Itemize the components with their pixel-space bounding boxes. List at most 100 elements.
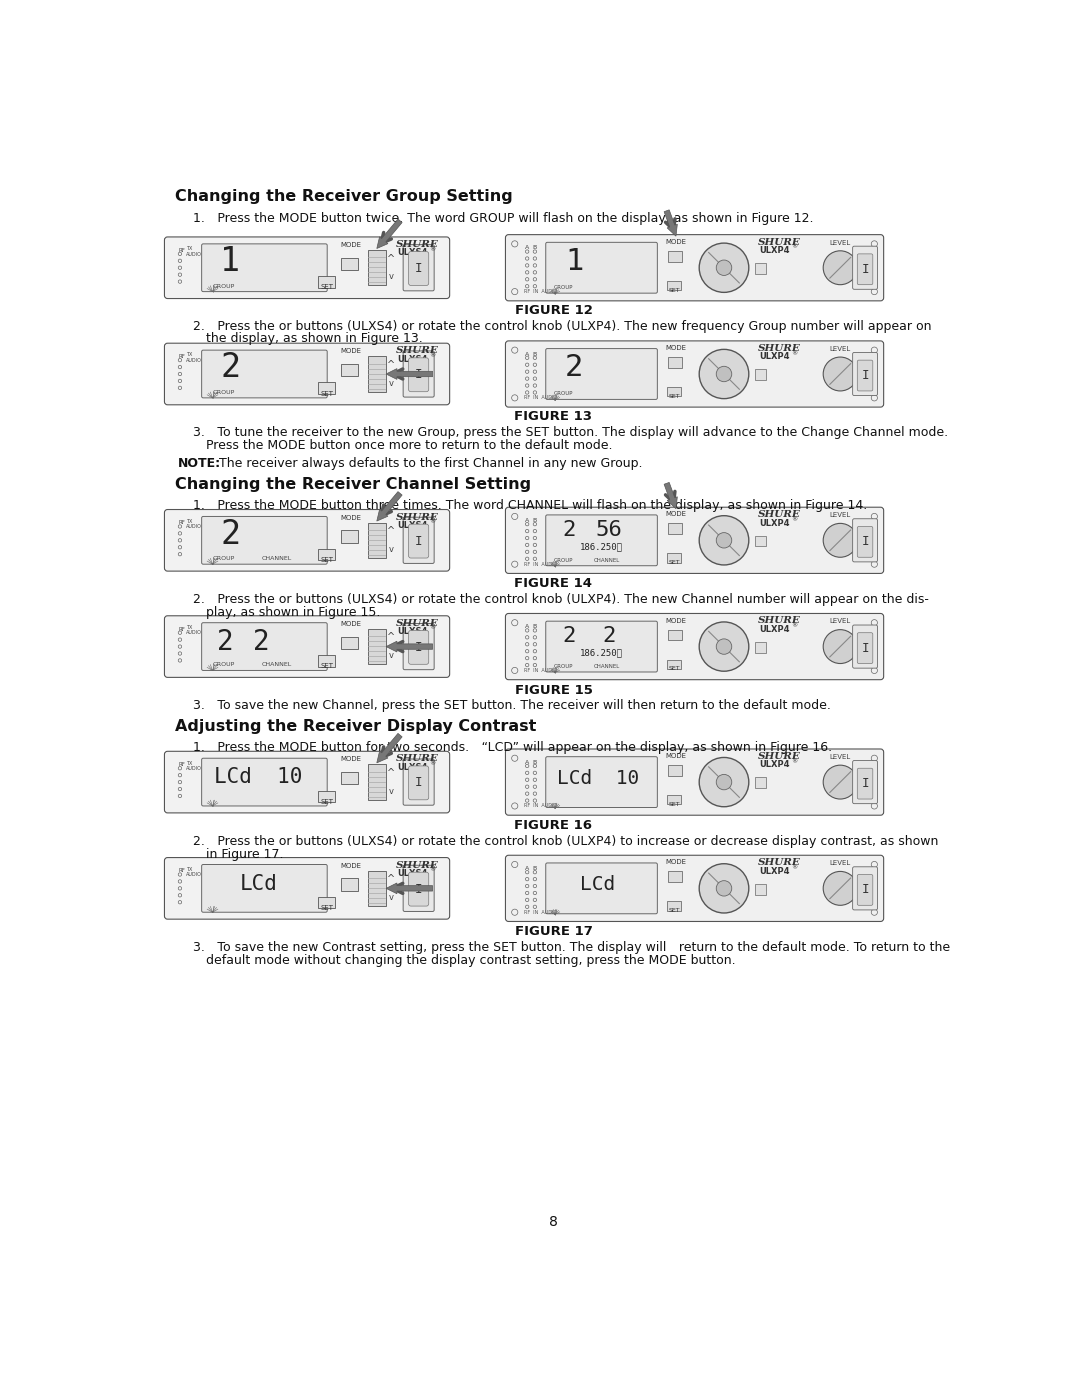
FancyBboxPatch shape [858,768,873,799]
Text: AUDIO: AUDIO [186,251,202,257]
Text: ®: ® [791,759,797,764]
Polygon shape [664,482,677,509]
Text: FIGURE 17: FIGURE 17 [514,925,593,939]
Text: 1. Press the MODE button twice. The word GROUP will flash on the display, as sho: 1. Press the MODE button twice. The word… [193,211,813,225]
Text: ULXP4: ULXP4 [759,246,791,256]
Text: ULXS4: ULXS4 [397,355,428,363]
Text: 3. To tune the receiver to the new Group, press the SET button. The display will: 3. To tune the receiver to the new Group… [193,426,948,440]
Text: 1: 1 [565,247,583,277]
Circle shape [699,622,748,671]
Text: ®: ® [791,517,797,522]
Text: ®: ® [429,626,435,631]
FancyBboxPatch shape [545,242,658,293]
Text: RF  IN  AUDIO: RF IN AUDIO [524,289,557,293]
Text: SET: SET [321,905,334,911]
Text: I: I [415,369,422,381]
Text: ULXS4: ULXS4 [397,627,428,636]
FancyBboxPatch shape [505,749,883,816]
Text: LEVEL: LEVEL [829,619,851,624]
Text: AUDIO: AUDIO [186,766,202,771]
Text: SET: SET [669,666,680,672]
Text: GROUP: GROUP [554,285,573,291]
Bar [341,531,359,542]
FancyBboxPatch shape [403,244,434,291]
Text: GROUP: GROUP [554,664,573,669]
Circle shape [716,774,732,789]
Text: RF  IN  AUDIO: RF IN AUDIO [524,395,557,400]
FancyBboxPatch shape [852,624,877,668]
Text: SET: SET [321,799,334,805]
Text: SET: SET [669,802,680,807]
Bar [666,901,680,911]
Text: AUDIO: AUDIO [186,358,202,363]
Text: in Figure 17.: in Figure 17. [205,848,283,861]
Text: I: I [415,777,422,789]
Text: SHURE: SHURE [396,513,438,521]
FancyBboxPatch shape [858,360,873,391]
Circle shape [699,863,748,914]
Circle shape [699,349,748,398]
Text: MODE: MODE [665,617,687,623]
Text: SHURE: SHURE [758,616,801,626]
Circle shape [716,532,732,548]
Text: v: v [389,545,394,555]
FancyBboxPatch shape [164,752,449,813]
Text: I: I [415,641,422,654]
Text: ^: ^ [388,527,395,536]
Bar [669,251,683,261]
Text: ULXP4: ULXP4 [759,760,791,770]
FancyBboxPatch shape [408,872,429,907]
Text: GROUP: GROUP [213,662,234,668]
Text: 2: 2 [253,629,270,657]
Text: Adjusting the Receiver Display Contrast: Adjusting the Receiver Display Contrast [175,719,537,733]
Text: B: B [532,246,537,250]
FancyBboxPatch shape [403,865,434,911]
Text: CHANNEL: CHANNEL [594,664,620,669]
Circle shape [823,524,858,557]
Text: ULXS4: ULXS4 [397,869,428,879]
Text: SET: SET [669,560,680,566]
Text: RF: RF [178,520,186,525]
FancyBboxPatch shape [403,517,434,563]
FancyBboxPatch shape [164,237,449,299]
FancyBboxPatch shape [852,246,877,289]
Polygon shape [387,369,433,380]
Text: RF  IN  AUDIO: RF IN AUDIO [524,562,557,567]
Text: ULXP4: ULXP4 [759,866,791,876]
Bar [669,766,683,775]
Text: B: B [532,624,537,629]
Text: TX: TX [186,246,192,251]
Text: SHURE: SHURE [758,858,801,868]
Circle shape [823,872,858,905]
Text: A: A [525,518,529,522]
Polygon shape [387,641,433,652]
Text: SET: SET [321,557,334,563]
FancyBboxPatch shape [852,352,877,395]
Text: ^: ^ [388,360,395,370]
FancyBboxPatch shape [505,235,883,300]
Text: ®: ® [429,520,435,524]
Text: ®: ® [791,623,797,629]
Text: I: I [862,641,868,655]
Text: SET: SET [669,908,680,914]
Polygon shape [377,733,402,763]
Text: 3. To save the new Channel, press the SET button. The receiver will then return : 3. To save the new Channel, press the SE… [193,698,831,712]
FancyBboxPatch shape [858,875,873,905]
Bar [755,535,766,546]
Text: FIGURE 12: FIGURE 12 [514,305,593,317]
Text: B: B [532,760,537,764]
Text: I: I [415,883,422,895]
Text: GROUP: GROUP [213,390,234,395]
Bar [669,630,683,640]
Text: SHURE: SHURE [396,754,438,763]
Text: TX: TX [186,624,192,630]
Circle shape [699,757,748,806]
Text: I: I [862,369,868,381]
Text: SET: SET [321,664,334,669]
Text: B: B [532,866,537,872]
FancyBboxPatch shape [164,616,449,678]
Text: ®: ® [429,247,435,251]
Text: ULXS4: ULXS4 [397,763,428,771]
Bar [666,795,680,805]
Circle shape [823,766,858,799]
